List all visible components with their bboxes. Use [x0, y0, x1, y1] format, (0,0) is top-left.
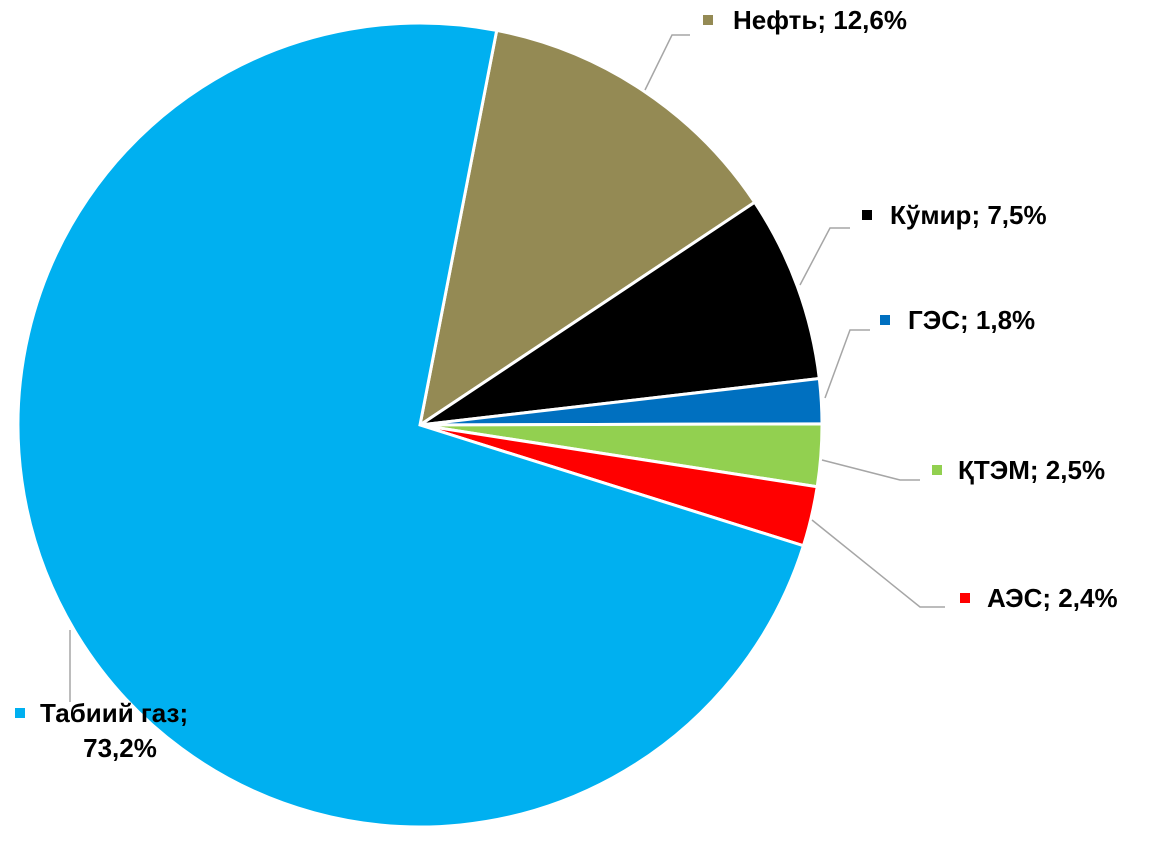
label-separator: ; — [1030, 455, 1046, 485]
label-marker — [862, 210, 872, 220]
pie-slice — [16, 21, 806, 829]
data-label: Табиий газ; — [40, 698, 188, 728]
label-category: ГЭС — [908, 305, 960, 335]
label-marker — [932, 465, 942, 475]
pie-slice — [417, 28, 757, 429]
label-marker — [960, 593, 970, 603]
leader-line — [824, 329, 870, 399]
label-value: 1,8% — [976, 305, 1035, 335]
data-label-value: 73,2% — [83, 733, 157, 763]
data-label: Кўмир; 7,5% — [890, 200, 1047, 230]
label-marker — [15, 708, 25, 718]
label-category: Кўмир — [890, 200, 971, 230]
data-label: ГЭС; 1,8% — [908, 305, 1035, 335]
label-value: 7,5% — [987, 200, 1046, 230]
data-label: ҚТЭМ; 2,5% — [958, 455, 1105, 485]
label-category: Нефть — [733, 5, 817, 35]
label-category: Табиий газ — [40, 698, 180, 728]
label-value: 12,6% — [833, 5, 907, 35]
label-separator: ; — [817, 5, 833, 35]
leader-line — [799, 227, 850, 286]
label-value: 2,5% — [1046, 455, 1105, 485]
label-marker — [703, 15, 713, 25]
label-category: АЭС — [987, 583, 1043, 613]
label-separator: ; — [1042, 583, 1058, 613]
leader-line — [644, 34, 690, 91]
label-separator: ; — [960, 305, 976, 335]
label-separator: ; — [971, 200, 987, 230]
label-marker — [880, 315, 890, 325]
label-separator: ; — [179, 698, 188, 728]
leader-line — [821, 459, 920, 481]
leader-line — [811, 519, 945, 608]
label-category: ҚТЭМ — [958, 455, 1030, 485]
label-value: 2,4% — [1058, 583, 1117, 613]
pie — [16, 21, 824, 829]
pie-slice — [419, 200, 821, 427]
data-labels: Нефть; 12,6% Кўмир; 7,5% ГЭС; 1,8% ҚТЭМ; 2,… — [15, 5, 1118, 763]
data-label: АЭС; 2,4% — [987, 583, 1118, 613]
data-label: Нефть; 12,6% — [733, 5, 907, 35]
